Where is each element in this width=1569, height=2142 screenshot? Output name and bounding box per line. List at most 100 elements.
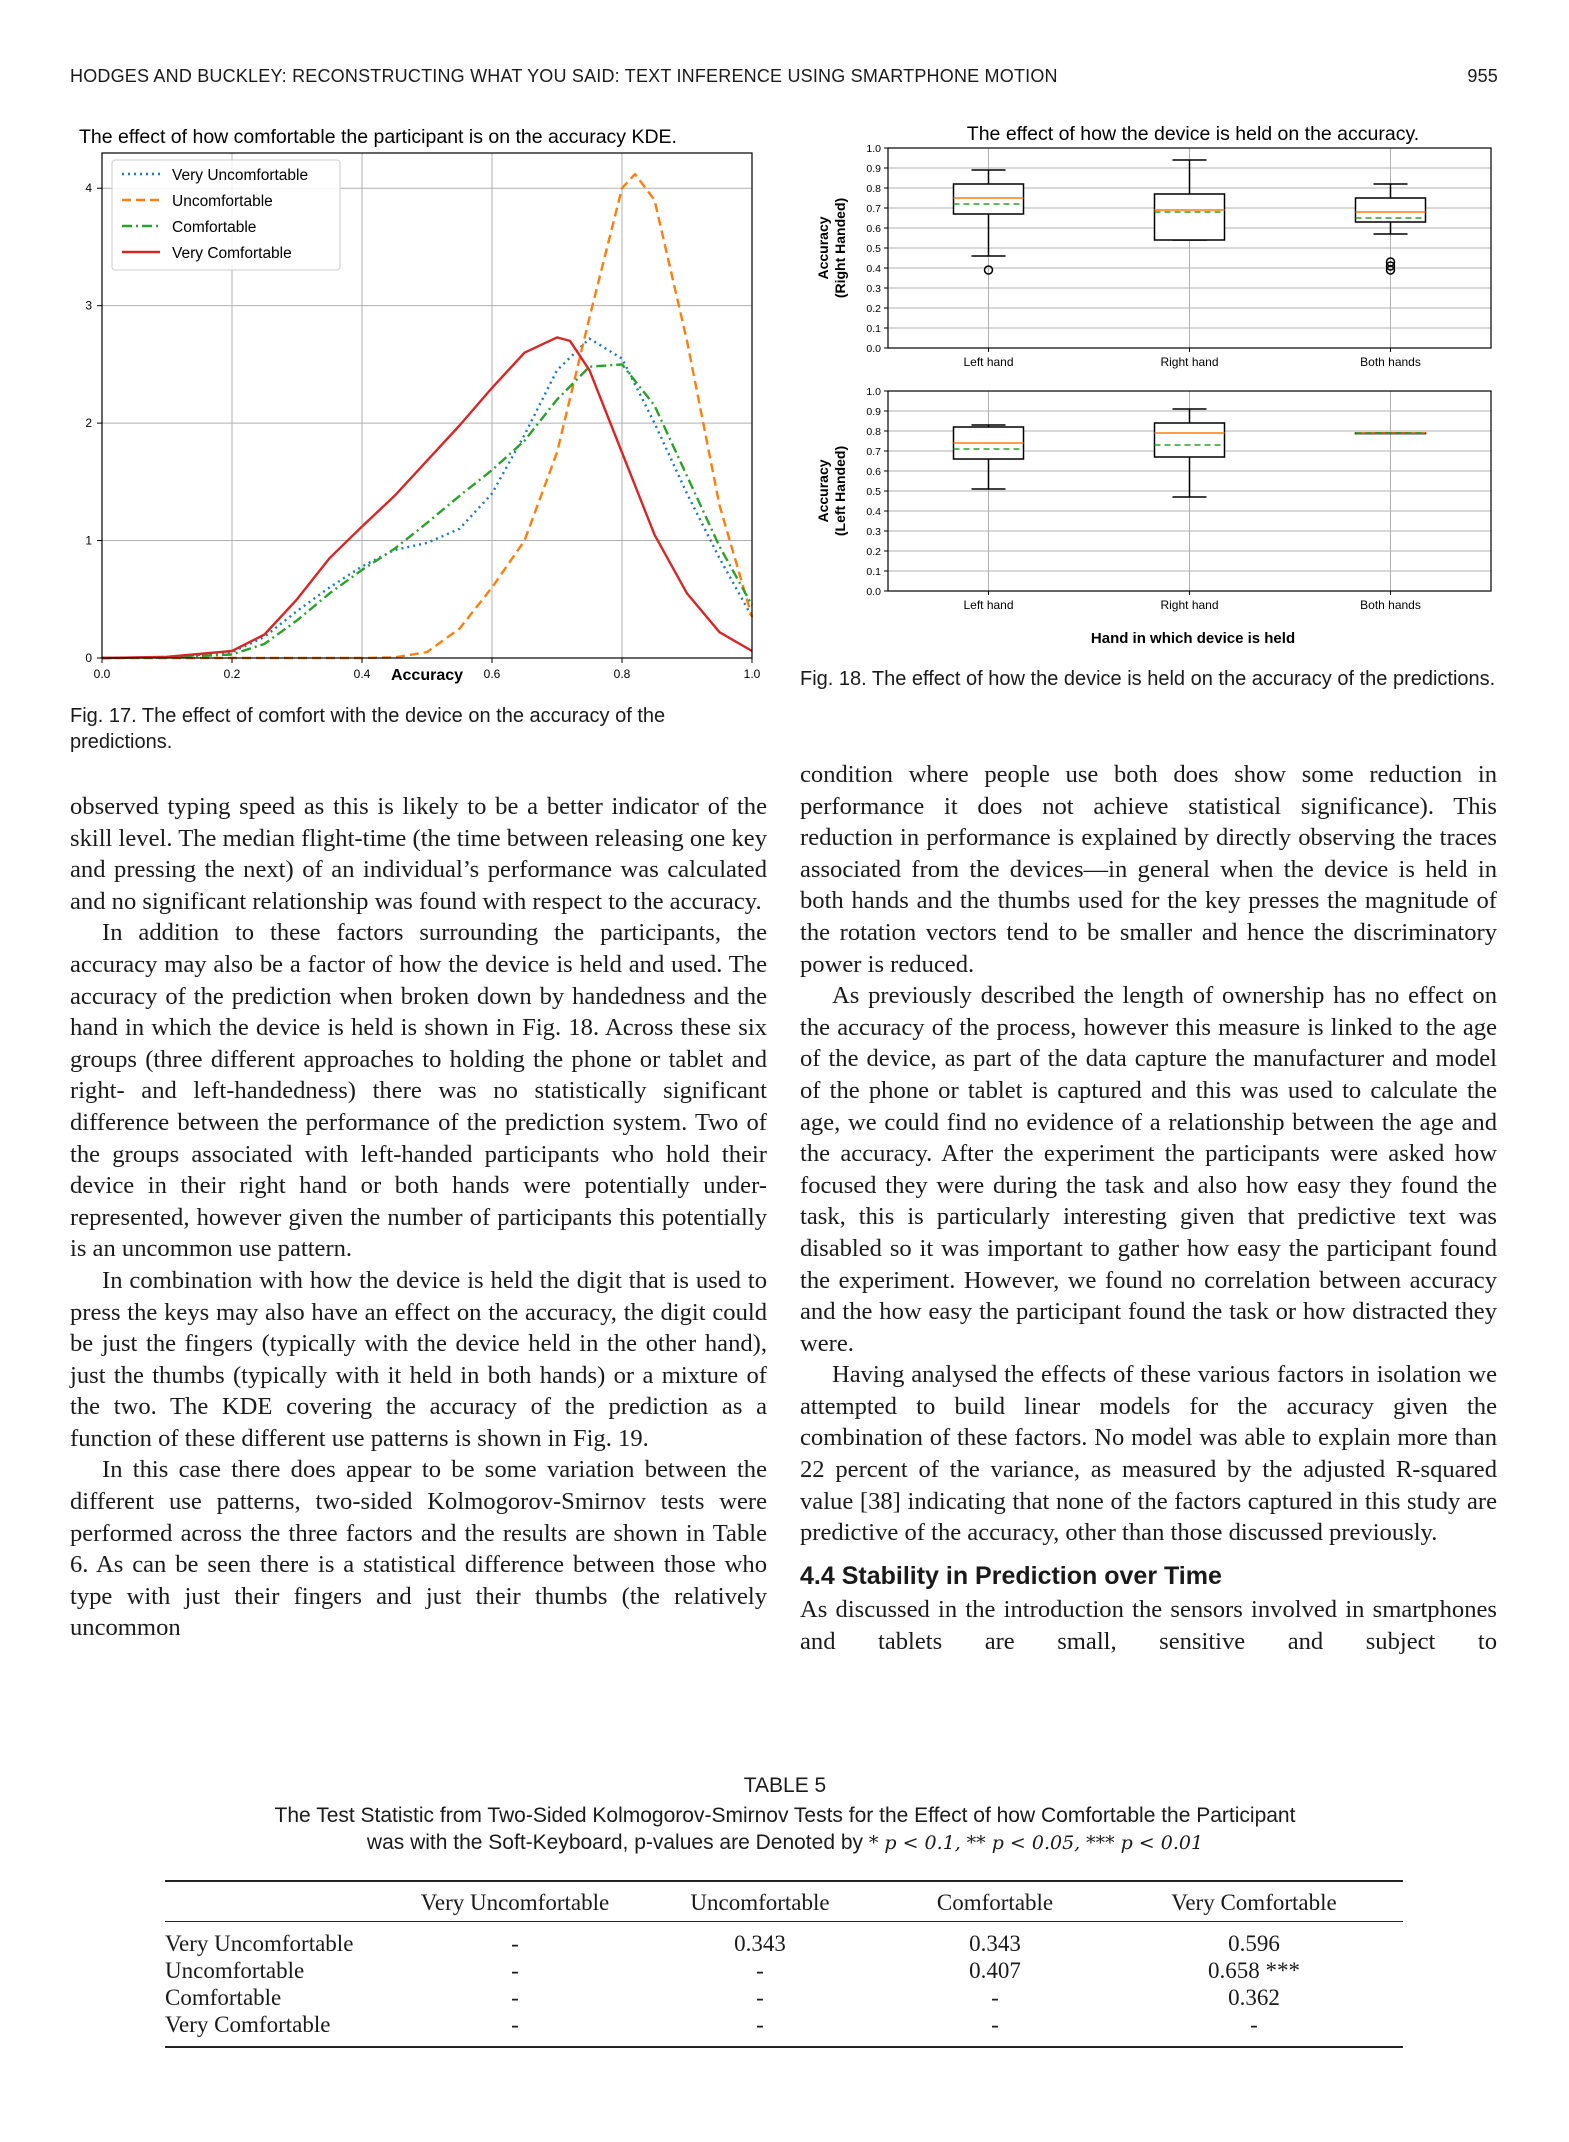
running-head: HODGES AND BUCKLEY: RECONSTRUCTING WHAT … <box>70 66 1498 87</box>
table-row: Comfortable - - - 0.362 <box>165 1984 1403 2011</box>
legend-label: Very Uncomfortable <box>172 167 308 184</box>
legend-label: Uncomfortable <box>172 193 273 210</box>
y-tick-label: 0.1 <box>866 323 881 335</box>
paragraph: In this case there does appear to be som… <box>70 1456 767 1642</box>
y-tick-label: 1.0 <box>866 386 881 398</box>
chart-title: The effect of how comfortable the partic… <box>79 126 677 148</box>
paragraph: In addition to these factors surrounding… <box>70 919 767 1263</box>
x-tick-label: 0.2 <box>224 667 241 681</box>
paragraph: observed typing speed as this is likely … <box>70 793 767 915</box>
table-cell: - <box>885 2011 1105 2048</box>
x-tick-label: Left hand <box>963 355 1013 369</box>
x-tick-label: Right hand <box>1160 598 1218 612</box>
x-tick-label: 1.0 <box>744 667 761 681</box>
chart-title: The effect of how the device is held on … <box>967 123 1419 145</box>
column-header: Comfortable <box>885 1880 1105 1922</box>
column-header: Uncomfortable <box>635 1880 885 1922</box>
series-line <box>101 363 754 660</box>
table-cell: 0.407 <box>969 1958 1021 1983</box>
fig17-kde-chart: The effect of how comfortable the partic… <box>79 126 761 684</box>
box-plot-right-handed: 0.0 0.1 0.2 0.3 0.4 0.5 0.6 0.7 0.8 0.9 1.0 Left ha… <box>815 143 1492 369</box>
row-header: Very Comfortable <box>165 2011 395 2048</box>
y-axis-label: Accuracy <box>815 216 831 279</box>
row-header: Uncomfortable <box>165 1958 305 1983</box>
table5: TABLE 5 The Test Statistic from Two-Side… <box>165 1774 1405 2048</box>
row-header: Comfortable <box>165 1985 282 2010</box>
page-number: 955 <box>1467 66 1498 86</box>
y-tick-label: 0.3 <box>866 526 881 538</box>
x-tick-label: 0.4 <box>354 667 371 681</box>
y-tick-label: 0.6 <box>866 223 881 235</box>
table-cell: 0.362 <box>1228 1985 1280 2010</box>
paragraph: In combination with how the device is he… <box>70 1266 767 1452</box>
table-cell: - <box>395 2011 635 2048</box>
plot-frame <box>887 147 1492 349</box>
chart-gridlines <box>101 153 753 659</box>
table-cell: 0.343 <box>969 1931 1021 1956</box>
y-tick-label: 0.1 <box>866 566 881 578</box>
y-tick-label: 0.2 <box>866 303 881 315</box>
paragraph: As discussed in the introduction the sen… <box>800 1596 1497 1656</box>
paragraph: As previously described the length of ow… <box>800 982 1497 1357</box>
section-heading: 4.4 Stability in Prediction over Time <box>800 1561 1222 1590</box>
box-iqr <box>952 183 1025 215</box>
y-tick-label: 0.0 <box>866 586 881 598</box>
y-axis-label: (Left Handed) <box>832 446 848 536</box>
chart-legend: Very Uncomfortable Uncomfortable Comfortab… <box>111 159 341 271</box>
paragraph: condition where people use both does sho… <box>800 761 1497 978</box>
series-line <box>101 337 754 660</box>
y-tick-label: 4 <box>85 181 92 195</box>
y-tick-label: 1 <box>85 534 92 548</box>
legend-label: Comfortable <box>172 219 256 236</box>
x-tick-label: Both hands <box>1360 598 1421 612</box>
y-tick-label: 2 <box>85 416 92 430</box>
legend-label: Very Comfortable <box>172 245 292 262</box>
y-tick-label: 0.8 <box>866 426 881 438</box>
table-header-row: Very Uncomfortable Uncomfortable Comfort… <box>165 1880 1403 1922</box>
table-caption: The Test Statistic from Two-Sided Kolmog… <box>165 1802 1405 1857</box>
box-outlier <box>983 265 994 275</box>
y-tick-label: 0.3 <box>866 283 881 295</box>
box-outlier <box>1385 257 1396 267</box>
table-cell: - <box>1105 2011 1403 2048</box>
box-iqr <box>1153 193 1226 241</box>
column-header: Very Uncomfortable <box>395 1880 635 1922</box>
x-tick-label: 0.8 <box>614 667 631 681</box>
left-text-column: observed typing speed as this is likely … <box>70 791 767 1644</box>
y-tick-label: 0.5 <box>866 243 881 255</box>
box-outlier <box>1385 261 1396 271</box>
x-tick-label: Both hands <box>1360 355 1421 369</box>
table-cell: - <box>756 1985 764 2010</box>
table-cell: 0.596 <box>1228 1931 1280 1956</box>
x-tick-label: 0.6 <box>484 667 501 681</box>
paragraph: Having analysed the effects of these var… <box>800 1361 1497 1547</box>
box-iqr <box>1153 422 1226 458</box>
y-tick-label: 0.9 <box>866 406 881 418</box>
table-cell: - <box>756 1958 764 1983</box>
y-tick-label: 3 <box>85 299 92 313</box>
fig17-caption: Fig. 17. The effect of comfort with the … <box>70 705 666 753</box>
y-axis-label: Accuracy <box>815 459 831 522</box>
plot-frame <box>101 152 753 659</box>
y-tick-label: 0.9 <box>866 163 881 175</box>
table-cell: - <box>511 1931 519 1956</box>
table-caption-line2: was with the Soft-Keyboard, p-values are… <box>366 1831 1204 1854</box>
table-row: Uncomfortable - - 0.407 0.658 *** <box>165 1957 1403 1984</box>
table-label: TABLE 5 <box>743 1774 827 1797</box>
legend-box <box>111 159 341 271</box>
y-tick-label: 1.0 <box>866 143 881 155</box>
axis-ticks: 0.0 0.2 0.4 0.6 0.8 1.0 0 1 2 3 4 <box>85 181 760 681</box>
y-tick-label: 0.4 <box>866 263 881 275</box>
table-row: Very Comfortable - - - - <box>165 2011 1403 2048</box>
table-row: Very Uncomfortable - 0.343 0.343 0.596 <box>165 1922 1403 1958</box>
x-axis-label: Hand in which device is held <box>1091 630 1295 647</box>
table-cell: 0.343 <box>734 1931 786 1956</box>
y-tick-label: 0.0 <box>866 343 881 355</box>
row-header: Very Uncomfortable <box>165 1931 354 1956</box>
y-tick-label: 0.5 <box>866 486 881 498</box>
y-axis-label: (Right Handed) <box>832 198 848 298</box>
x-tick-label: 0.0 <box>94 667 111 681</box>
y-tick-label: 0 <box>85 651 92 665</box>
right-text-column: condition where people use both does sho… <box>800 759 1497 1658</box>
x-axis-label: Accuracy <box>391 667 463 684</box>
